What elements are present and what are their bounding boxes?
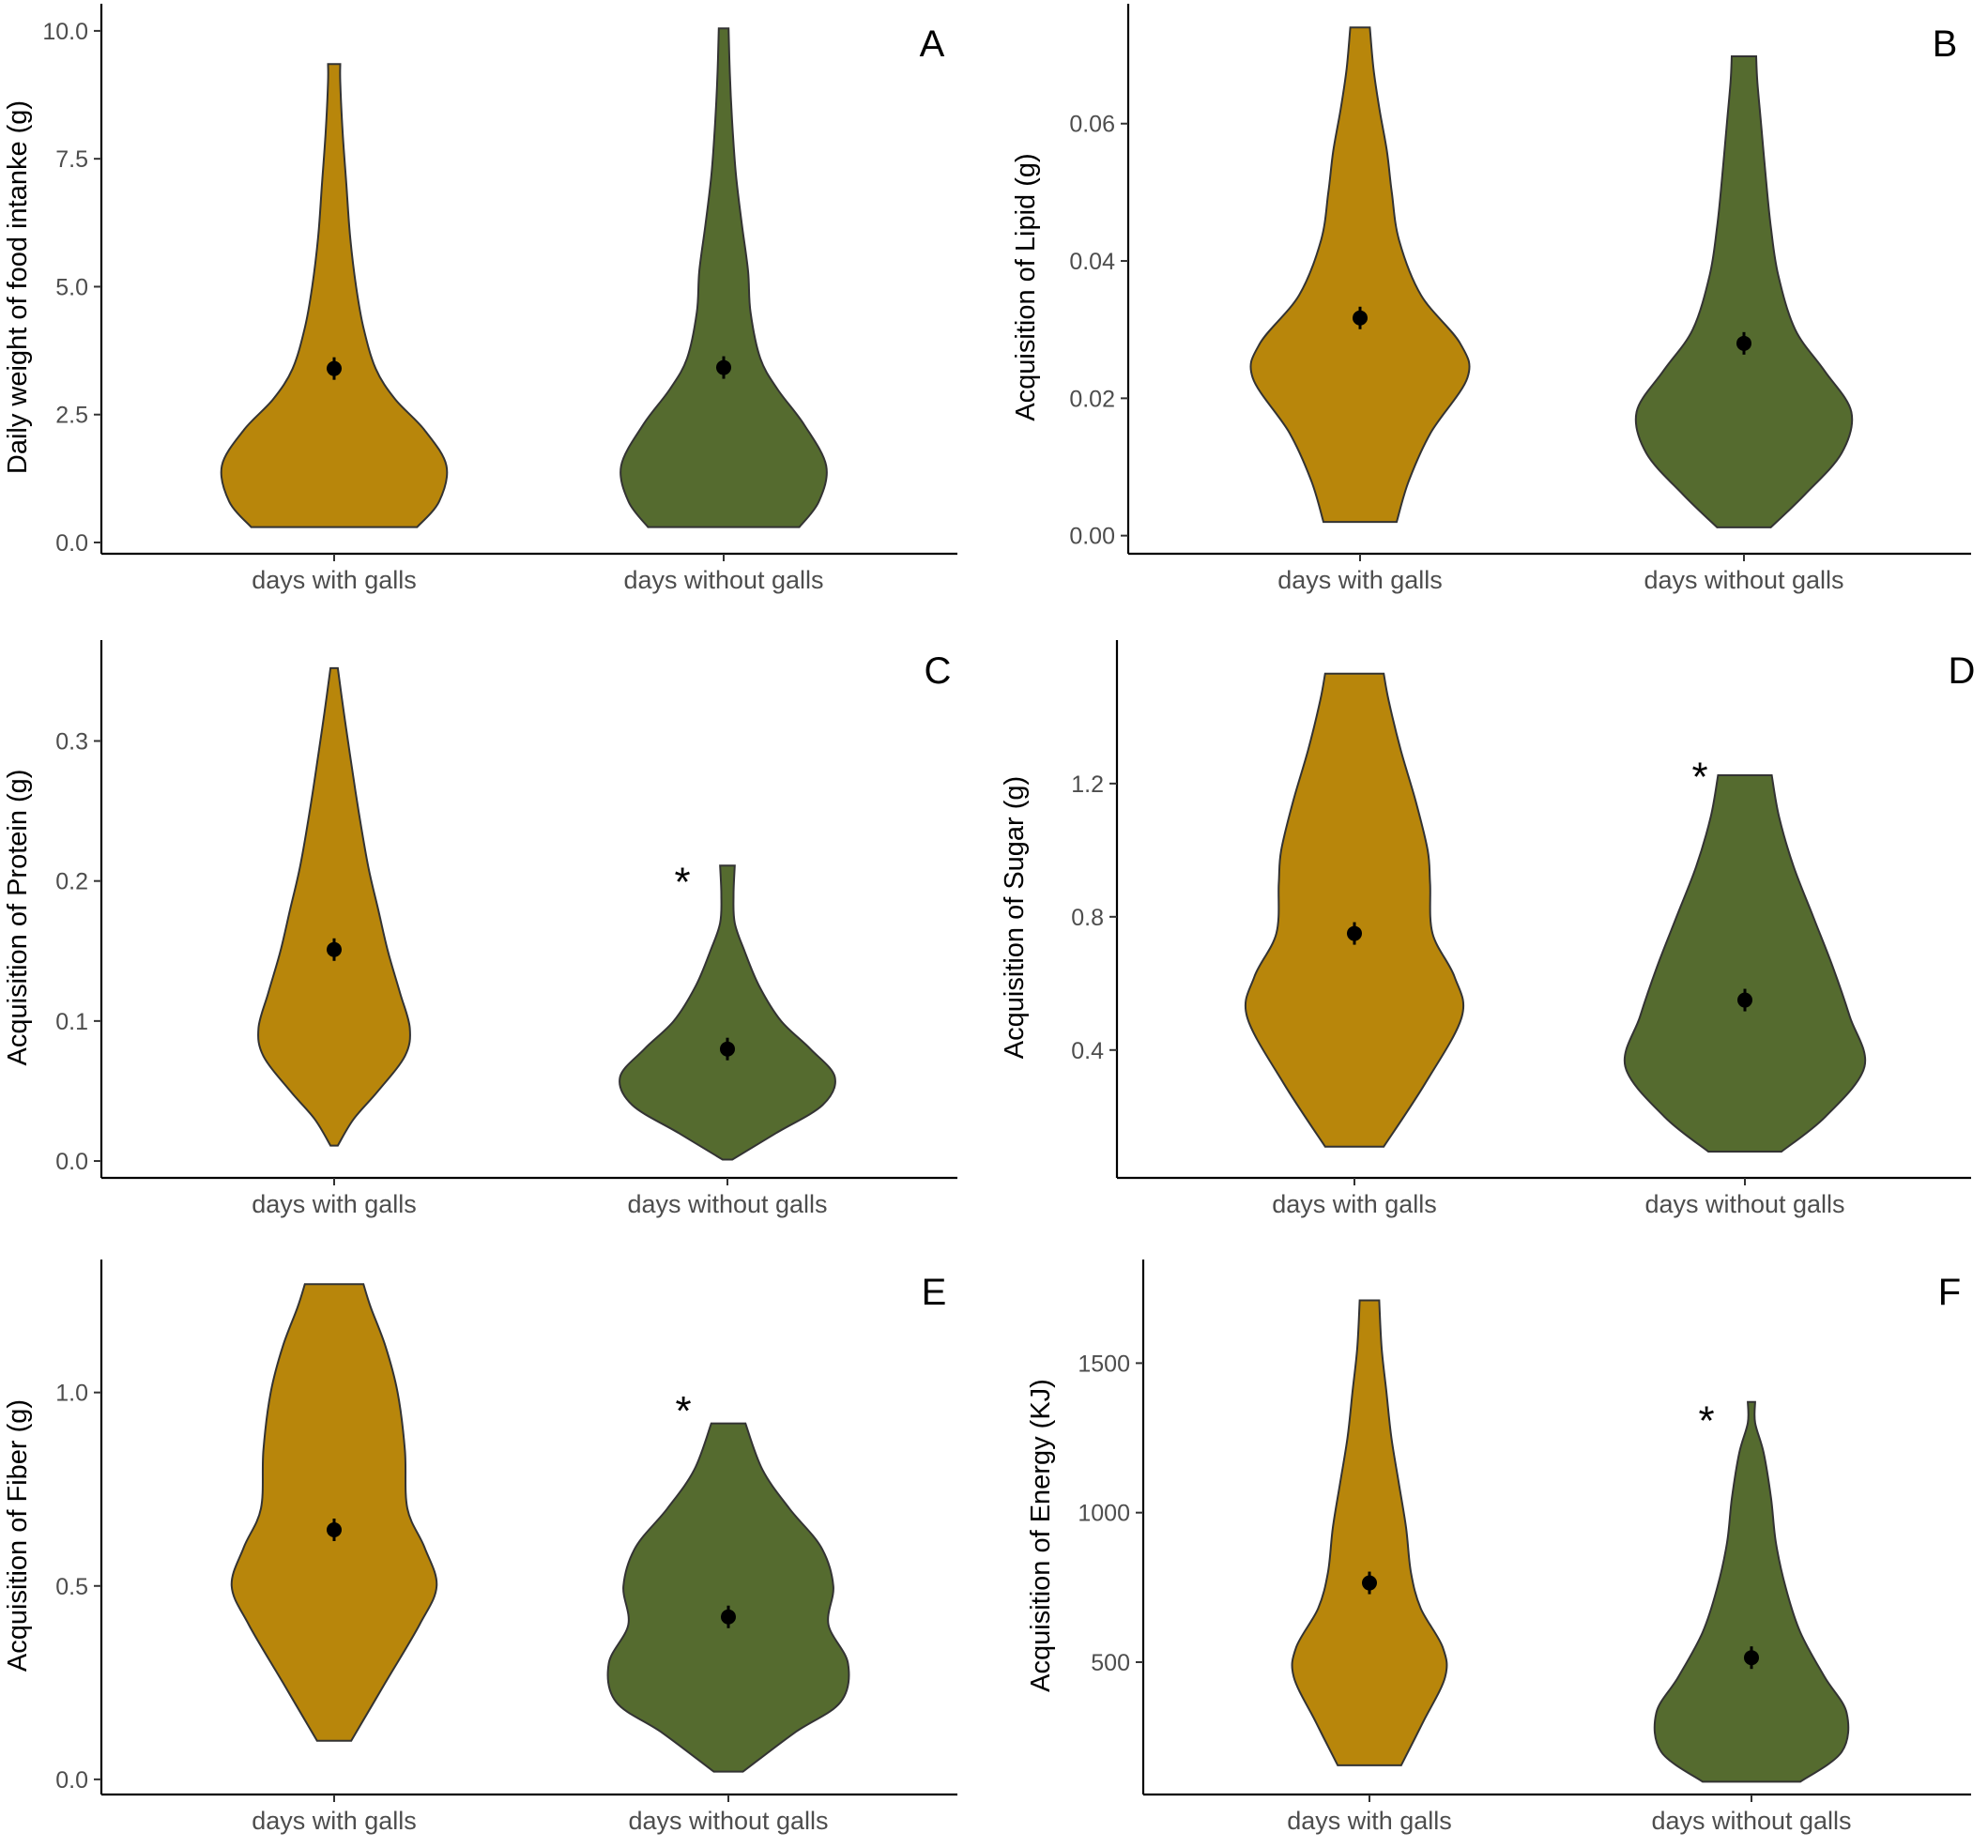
y-tick-label: 1500 xyxy=(1078,1351,1130,1377)
mean-point xyxy=(720,1041,735,1057)
mean-point xyxy=(327,360,342,376)
y-tick-label: 1.2 xyxy=(1071,771,1104,798)
y-tick-label: 0.5 xyxy=(55,1574,88,1600)
y-tick-label: 0.4 xyxy=(1071,1038,1104,1064)
panel-letter: C xyxy=(925,650,952,692)
y-tick-label: 0.3 xyxy=(55,729,88,756)
y-tick-label: 2.5 xyxy=(55,403,88,429)
y-tick-label: 10.0 xyxy=(42,19,88,45)
violin-with-galls xyxy=(1244,672,1465,1148)
x-tick-label: days without galls xyxy=(623,566,823,594)
panel-c: 0.0 0.1 0.2 0.3 days with galls days without … xyxy=(3,640,957,1218)
y-tick-label: 500 xyxy=(1091,1650,1130,1676)
x-tick-label: days with galls xyxy=(1272,1190,1437,1218)
violin-without-galls xyxy=(619,864,836,1161)
panel-b: 0.00 0.02 0.04 0.06 days with galls days with… xyxy=(1011,4,1971,594)
x-tick-label: days with galls xyxy=(1277,566,1443,594)
y-axis-title: Acquisition of Sugar (g) xyxy=(1000,776,1030,1059)
x-tick-label: days with galls xyxy=(252,566,417,594)
significance-asterisk: * xyxy=(675,1388,691,1434)
violin-with-galls xyxy=(230,1283,438,1742)
y-tick-label: 1.0 xyxy=(55,1381,88,1407)
panel-letter: B xyxy=(1933,23,1958,65)
violin-without-galls xyxy=(606,1422,850,1773)
mean-point xyxy=(327,941,342,957)
y-tick-label: 0.0 xyxy=(55,530,88,557)
significance-asterisk: * xyxy=(674,860,690,906)
violin-with-galls xyxy=(220,63,449,528)
mean-point xyxy=(721,1609,736,1625)
mean-point xyxy=(716,359,731,375)
mean-point xyxy=(1744,1650,1759,1666)
y-tick-label: 5.0 xyxy=(55,274,88,300)
y-tick-label: 0.8 xyxy=(1071,905,1104,931)
panel-letter: F xyxy=(1938,1272,1961,1313)
y-axis-title: Acquisition of Energy (KJ) xyxy=(1026,1379,1056,1692)
y-tick-label: 0.2 xyxy=(55,869,88,895)
y-tick-label: 0.06 xyxy=(1069,112,1115,138)
x-tick-label: days without galls xyxy=(628,1807,828,1835)
y-axis-title: Acquisition of Protein (g) xyxy=(3,770,33,1066)
panel-e: 0.0 0.5 1.0 days with galls days without gal… xyxy=(3,1260,957,1835)
y-tick-label: 0.0 xyxy=(55,1767,88,1794)
mean-point xyxy=(1737,992,1752,1008)
significance-asterisk: * xyxy=(1698,1398,1714,1444)
y-tick-label: 0.1 xyxy=(55,1009,88,1035)
y-tick-label: 0.02 xyxy=(1069,386,1115,412)
panel-f: 500 1000 1500 days with galls days without g… xyxy=(1026,1260,1971,1835)
x-tick-label: days without galls xyxy=(1644,1190,1844,1218)
y-axis-title: Acquisition of Fiber (g) xyxy=(3,1399,33,1672)
mean-point xyxy=(1362,1575,1377,1591)
y-tick-label: 7.5 xyxy=(55,146,88,173)
y-tick-label: 0.00 xyxy=(1069,524,1115,550)
significance-asterisk: * xyxy=(1691,755,1707,801)
mean-point xyxy=(327,1522,342,1537)
panel-letter: D xyxy=(1949,650,1976,692)
mean-point xyxy=(1353,310,1368,326)
violin-without-galls xyxy=(619,27,828,528)
x-tick-label: days without galls xyxy=(1651,1807,1851,1835)
violin-without-galls xyxy=(1634,55,1854,528)
violin-with-galls xyxy=(1291,1299,1448,1766)
violin-without-galls xyxy=(1623,774,1867,1153)
y-axis-title: Acquisition of Lipid (g) xyxy=(1011,153,1041,420)
x-tick-label: days with galls xyxy=(252,1190,417,1218)
x-tick-label: days with galls xyxy=(1287,1807,1452,1835)
x-tick-label: days without galls xyxy=(1644,566,1843,594)
panel-letter: E xyxy=(922,1272,947,1313)
y-tick-label: 0.0 xyxy=(55,1149,88,1175)
mean-point xyxy=(1347,925,1362,941)
violin-without-galls xyxy=(1653,1400,1850,1783)
x-tick-label: days without galls xyxy=(627,1190,827,1218)
panel-a: 0.0 2.5 5.0 7.5 10.0 days with galls days with… xyxy=(3,4,957,594)
panel-letter: A xyxy=(920,23,945,65)
violin-with-galls xyxy=(257,666,411,1147)
x-tick-label: days with galls xyxy=(252,1807,417,1835)
y-tick-label: 0.04 xyxy=(1069,249,1115,275)
y-axis-title: Daily weight of food intanke (g) xyxy=(3,100,33,474)
panel-d: 0.4 0.8 1.2 days with galls days without gal… xyxy=(1000,640,1975,1218)
y-tick-label: 1000 xyxy=(1078,1501,1130,1527)
mean-point xyxy=(1736,335,1751,351)
violin-with-galls xyxy=(1249,26,1471,524)
